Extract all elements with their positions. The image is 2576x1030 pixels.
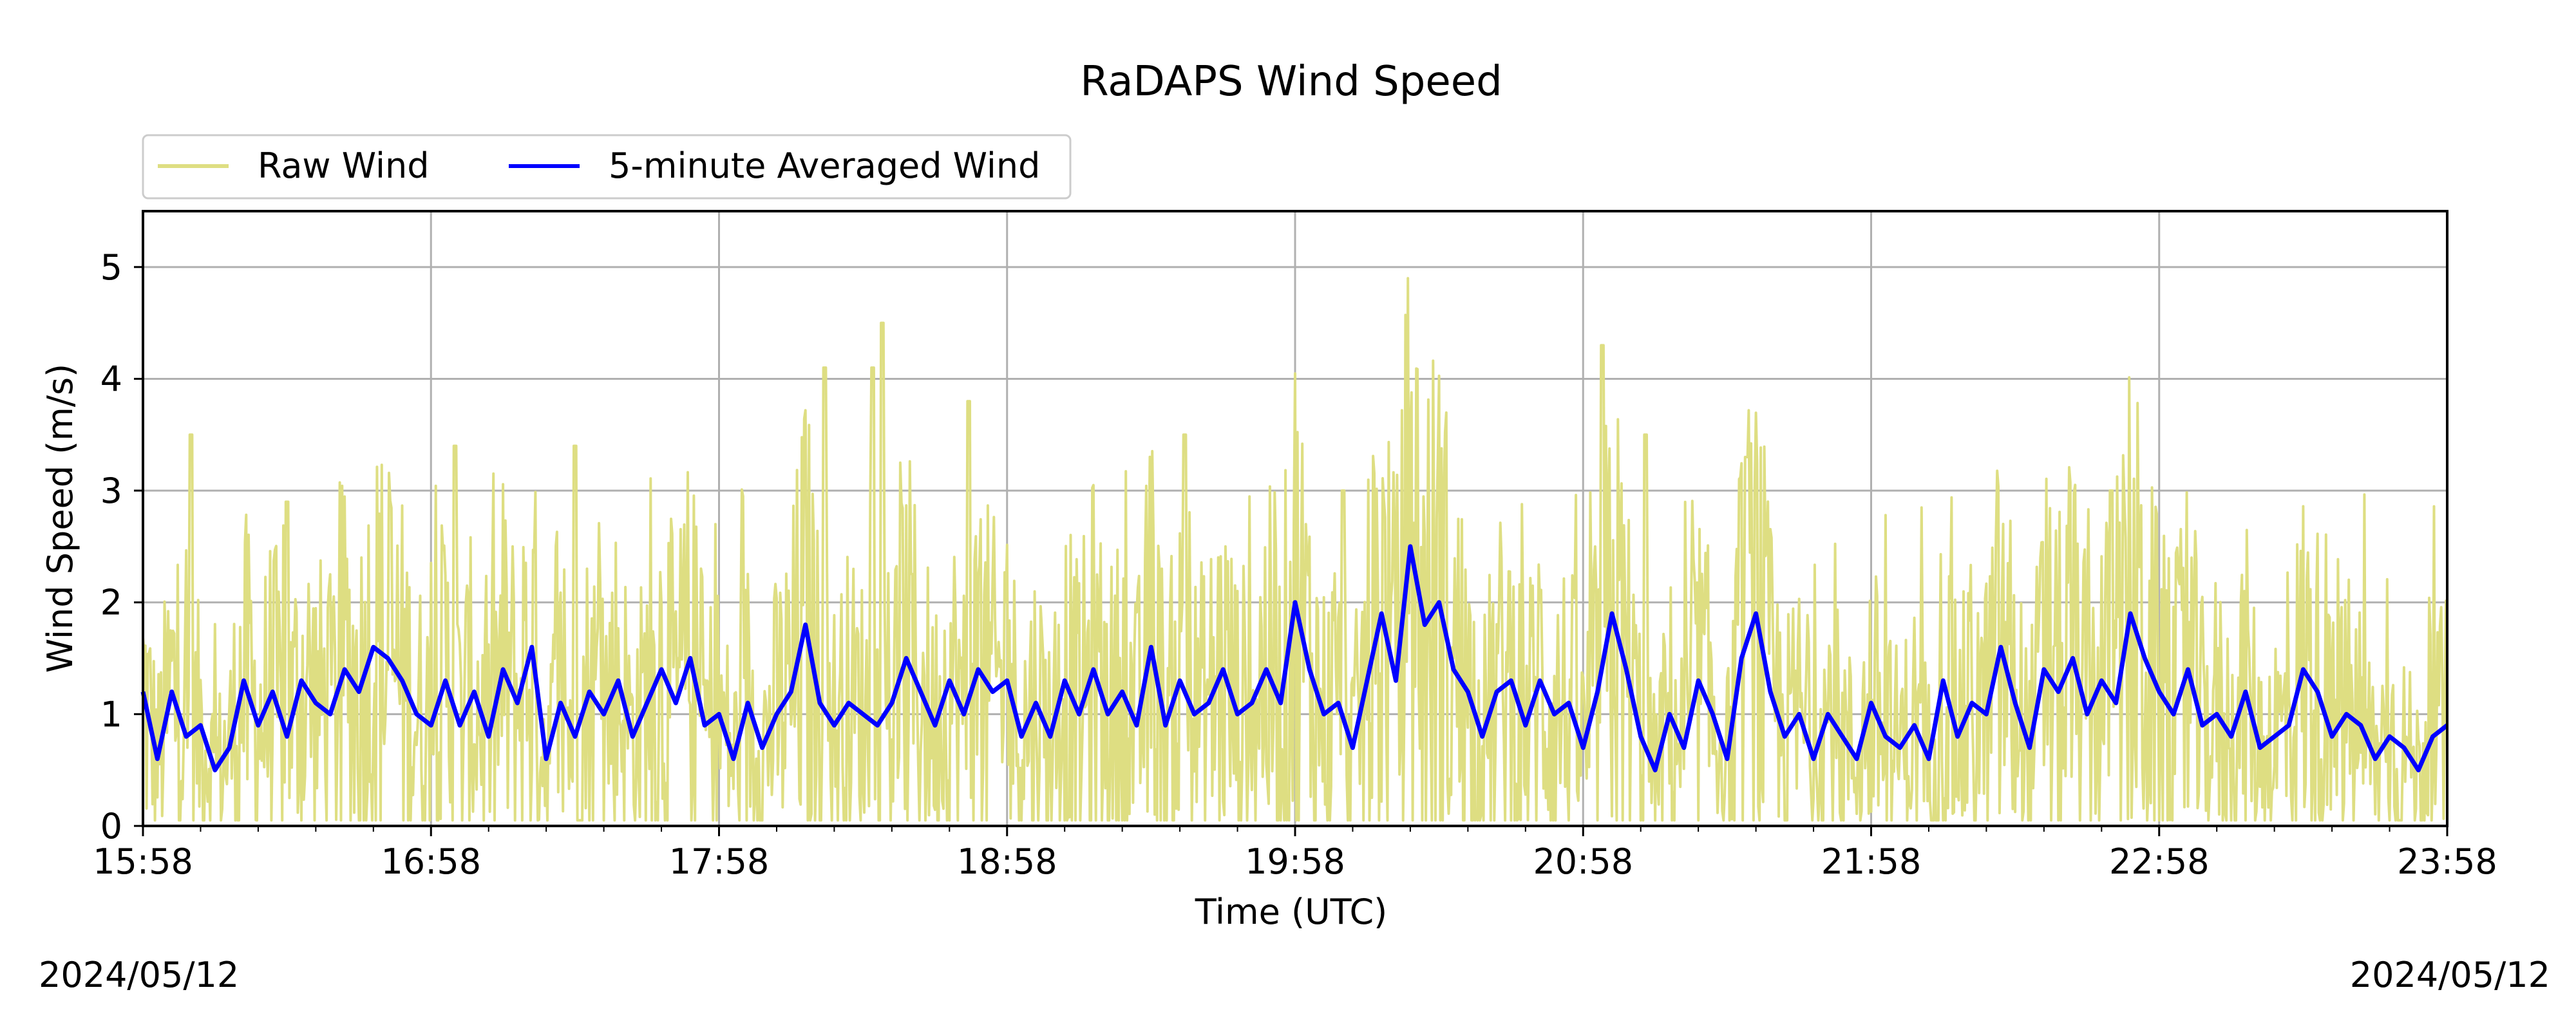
legend-raw-wind-label: Raw Wind (258, 145, 429, 186)
legend-averaged-wind-label: 5-minute Averaged Wind (609, 145, 1040, 186)
x-tick-label: 18:58 (957, 841, 1057, 882)
plot-frame (142, 210, 2448, 827)
y-tick-label: 5 (100, 247, 122, 288)
legend-frame (142, 134, 1072, 200)
x-tick-label: 20:58 (1533, 841, 1633, 882)
x-tick-label: 22:58 (2109, 841, 2210, 882)
chart-title: RaDAPS Wind Speed (1080, 58, 1502, 106)
x-tick-label: 17:58 (669, 841, 770, 882)
y-tick-label: 1 (100, 694, 122, 735)
y-axis-label: Wind Speed (m/s) (40, 364, 80, 673)
x-tick-label: 21:58 (1821, 841, 1922, 882)
date-left: 2024/05/12 (39, 955, 239, 995)
x-tick-label: 16:58 (381, 841, 481, 882)
x-tick-label: 23:58 (2397, 841, 2497, 882)
date-right: 2024/05/12 (2350, 955, 2550, 995)
averaged-wind-line (140, 544, 2449, 772)
legend: Raw Wind 5-minute Averaged Wind (142, 134, 1072, 200)
x-axis-label: Time (UTC) (1195, 892, 1388, 932)
y-tick-label: 4 (100, 359, 122, 399)
y-tick-label: 2 (100, 583, 122, 623)
y-tick-label: 3 (100, 471, 122, 511)
raw-wind-line (142, 277, 2448, 822)
axes: 0 1 2 3 4 5 15:58 16:58 17:58 18:58 19:58 20:58 21:5… (93, 210, 2497, 882)
x-tick-label: 19:58 (1245, 841, 1345, 882)
x-tick-label: 15:58 (93, 841, 193, 882)
y-tick-label: 0 (100, 806, 122, 847)
